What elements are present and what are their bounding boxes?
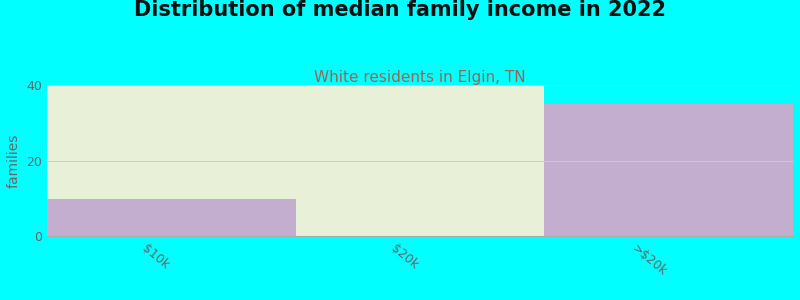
Bar [47, 85, 545, 236]
Bar [47, 199, 296, 236]
Y-axis label: families: families [7, 134, 21, 188]
Text: Distribution of median family income in 2022: Distribution of median family income in … [134, 0, 666, 20]
Bar [545, 104, 793, 236]
Title: White residents in Elgin, TN: White residents in Elgin, TN [314, 70, 526, 85]
